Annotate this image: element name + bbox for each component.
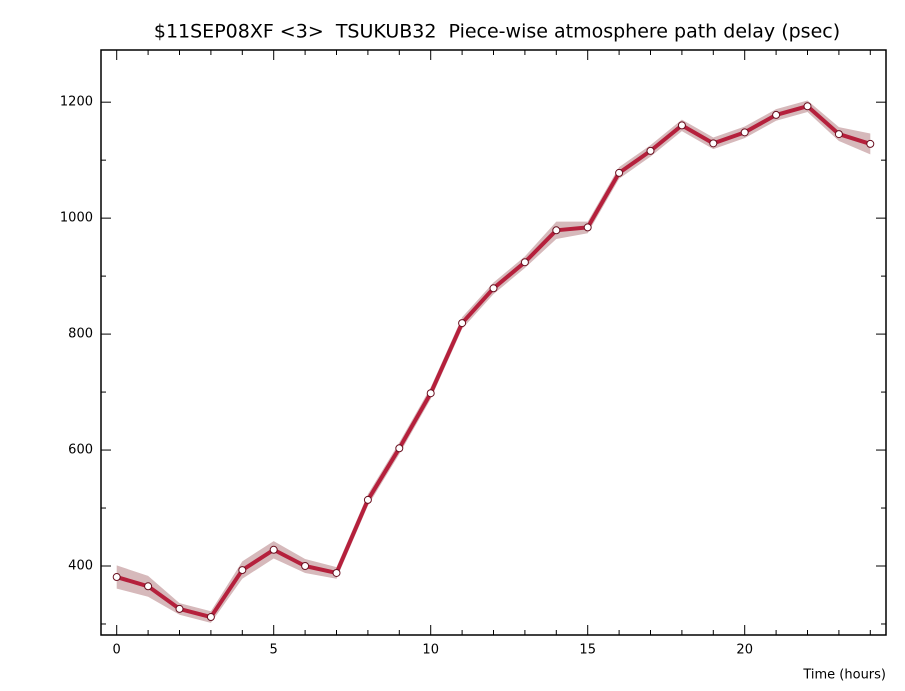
data-point	[458, 319, 467, 328]
data-point	[144, 582, 153, 591]
data-point	[740, 128, 749, 137]
data-point	[332, 568, 341, 577]
data-point	[646, 146, 655, 155]
data-point	[803, 102, 812, 111]
data-point	[709, 139, 718, 148]
x-axis-label: Time (hours)	[802, 668, 886, 683]
x-tick-label: 10	[422, 643, 439, 658]
y-tick-label: 800	[68, 327, 93, 342]
data-point	[112, 573, 121, 582]
x-tick-label: 0	[113, 643, 121, 658]
data-point	[772, 110, 781, 119]
y-tick-label: 1200	[60, 95, 93, 110]
data-point	[269, 545, 278, 554]
data-point	[520, 258, 529, 267]
chart-title: $11SEP08XF <3> TSUKUB32 Piece-wise atmos…	[154, 21, 840, 43]
x-tick-label: 5	[270, 643, 278, 658]
data-point	[677, 121, 686, 130]
x-tick-label: 15	[579, 643, 596, 658]
data-point	[426, 389, 435, 398]
data-point	[175, 604, 184, 613]
x-tick-label: 20	[736, 643, 753, 658]
data-point	[834, 130, 843, 139]
plot-frame	[100, 49, 887, 636]
y-tick-label: 400	[68, 559, 93, 574]
data-point	[238, 566, 247, 575]
data-point	[395, 444, 404, 453]
data-point	[552, 226, 561, 235]
series-line	[116, 104, 871, 620]
data-point	[615, 168, 624, 177]
data-point	[301, 562, 310, 571]
data-point	[866, 139, 875, 148]
y-tick-label: 1000	[60, 211, 93, 226]
data-point	[489, 284, 498, 293]
error-band	[116, 100, 871, 623]
y-tick-label: 600	[68, 443, 93, 458]
data-point	[206, 613, 215, 622]
data-point	[583, 223, 592, 232]
data-point	[363, 495, 372, 504]
